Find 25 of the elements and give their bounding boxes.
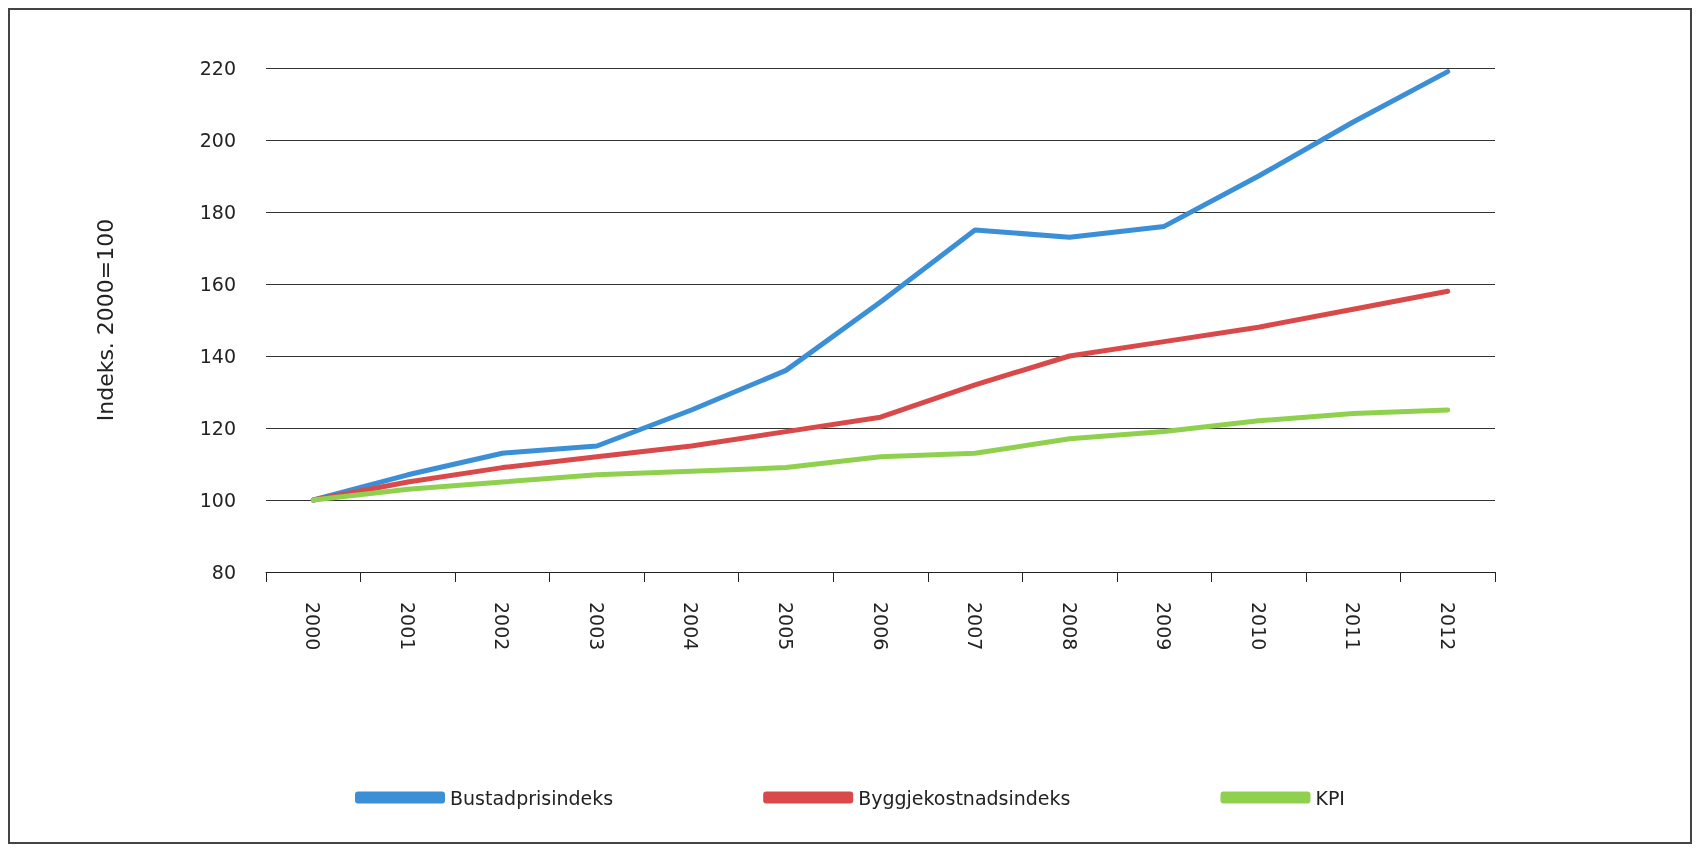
legend-label: Byggjekostnadsindeks [858,786,1071,809]
x-tick-label: 2004 [680,602,703,651]
y-tick-label: 220 [199,57,236,79]
x-tick-label: 2006 [869,602,892,651]
x-tick-label: 2000 [302,602,325,651]
legend-label: KPI [1315,786,1345,809]
y-tick-label: 140 [199,345,236,367]
x-tick-label: 2007 [964,602,987,651]
x-tick-label: 2003 [585,602,608,651]
y-tick-label: 120 [199,417,236,439]
y-tick-label: 200 [199,129,236,151]
x-tick-label: 2010 [1247,602,1270,651]
y-axis-title: Indeks. 2000=100 [92,218,118,422]
x-tick-label: 2001 [396,602,419,651]
legend-label: Bustadprisindeks [450,786,614,809]
x-tick-label: 2002 [491,602,514,651]
x-tick-label: 2008 [1058,602,1081,651]
y-tick-label: 180 [199,201,236,223]
x-tick-label: 2012 [1436,602,1459,651]
y-tick-label: 160 [199,273,236,295]
x-tick-label: 2009 [1153,602,1176,651]
x-tick-label: 2005 [774,602,797,651]
y-tick-label: 80 [211,561,236,583]
x-tick-label: 2011 [1342,602,1365,651]
y-tick-label: 100 [199,489,236,511]
